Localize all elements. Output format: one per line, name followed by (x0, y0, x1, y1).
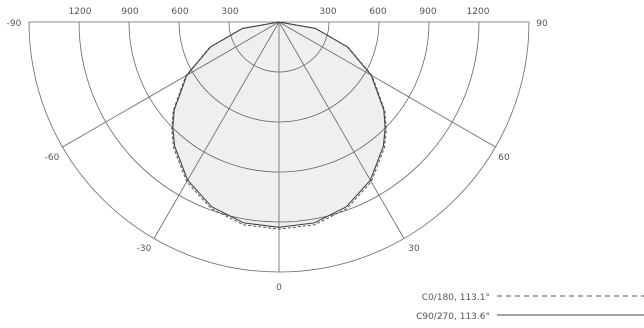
radial-tick-label: 900 (419, 7, 436, 17)
series-layer (171, 21, 387, 230)
angle-tick-label: 0 (276, 283, 282, 293)
angle-tick-label: 60 (498, 153, 510, 163)
legend: C0/180, 113.1° C90/270, 113.6° (416, 293, 644, 322)
radial-tick-label: 600 (369, 7, 386, 17)
radial-tick-label: 600 (171, 7, 188, 17)
polar-grid (28, 21, 530, 273)
legend-label-c90-270: C90/270, 113.6° (416, 312, 490, 322)
grid-spoke (278, 21, 405, 239)
angle-tick-label: -30 (137, 244, 152, 254)
grid-spoke (153, 21, 280, 239)
radial-tick-label: 900 (121, 7, 138, 17)
radial-tick-label: 300 (221, 7, 238, 17)
radial-tick-label: 300 (319, 7, 336, 17)
legend-label-c0-180: C0/180, 113.1° (422, 293, 490, 303)
angle-tick-label: -90 (7, 19, 22, 29)
series-line-c0-180 (171, 21, 387, 230)
angle-tick-label: 90 (536, 19, 548, 29)
grid-spoke (278, 21, 496, 148)
radial-tick-label: 1200 (69, 7, 92, 17)
series-line-c90-270 (172, 21, 386, 228)
angle-tick-label: -60 (45, 153, 60, 163)
radial-tick-label: 1200 (467, 7, 490, 17)
grid-spoke (62, 21, 280, 148)
angle-tick-label: 30 (408, 244, 420, 254)
tick-labels: 1200 900 600 300 300 600 900 1200 -90 -6… (7, 7, 548, 293)
